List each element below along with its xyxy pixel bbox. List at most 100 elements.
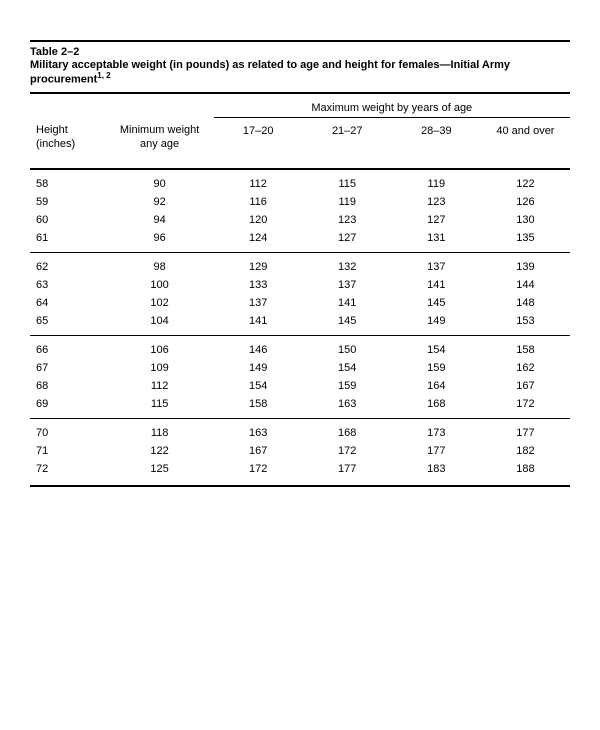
cell-age-17-20: 124 (214, 229, 303, 253)
cell-age-28-39: 173 (392, 418, 481, 442)
cell-min-weight: 96 (106, 229, 214, 253)
cell-age-21-27: 127 (303, 229, 392, 253)
cell-min-weight: 94 (106, 211, 214, 229)
cell-height: 71 (30, 442, 106, 460)
table-container: Table 2–2 Military acceptable weight (in… (30, 40, 570, 487)
cell-age-17-20: 167 (214, 442, 303, 460)
cell-age-40-over: 167 (481, 377, 570, 395)
cell-height: 61 (30, 229, 106, 253)
cell-age-17-20: 141 (214, 312, 303, 336)
table-row: 66106146150154158 (30, 335, 570, 359)
header-blank (30, 93, 214, 118)
table-row: 68112154159164167 (30, 377, 570, 395)
cell-age-17-20: 116 (214, 193, 303, 211)
cell-age-17-20: 112 (214, 169, 303, 193)
weight-table: Maximum weight by years of age Height (i… (30, 92, 570, 483)
cell-age-17-20: 133 (214, 276, 303, 294)
table-row: 72125172177183188 (30, 460, 570, 483)
table-label: Table 2–2 (30, 46, 570, 58)
cell-age-21-27: 168 (303, 418, 392, 442)
cell-age-17-20: 172 (214, 460, 303, 483)
table-title-sup: 1, 2 (97, 71, 110, 80)
cell-height: 63 (30, 276, 106, 294)
cell-age-21-27: 172 (303, 442, 392, 460)
table-row: 65104141145149153 (30, 312, 570, 336)
table-row: 71122167172177182 (30, 442, 570, 460)
cell-min-weight: 112 (106, 377, 214, 395)
col-age-21-27: 21–27 (303, 117, 392, 169)
cell-age-21-27: 145 (303, 312, 392, 336)
table-row: 70118163168173177 (30, 418, 570, 442)
cell-min-weight: 118 (106, 418, 214, 442)
header-span-max-weight: Maximum weight by years of age (214, 93, 570, 118)
cell-age-40-over: 153 (481, 312, 570, 336)
cell-age-40-over: 144 (481, 276, 570, 294)
cell-age-21-27: 141 (303, 294, 392, 312)
table-row: 6298129132137139 (30, 252, 570, 276)
cell-min-weight: 100 (106, 276, 214, 294)
table-row: 6094120123127130 (30, 211, 570, 229)
cell-age-28-39: 168 (392, 395, 481, 419)
cell-age-28-39: 183 (392, 460, 481, 483)
table-row: 69115158163168172 (30, 395, 570, 419)
cell-age-28-39: 127 (392, 211, 481, 229)
cell-min-weight: 92 (106, 193, 214, 211)
table-row: 67109149154159162 (30, 359, 570, 377)
cell-age-40-over: 188 (481, 460, 570, 483)
cell-age-40-over: 135 (481, 229, 570, 253)
cell-age-21-27: 154 (303, 359, 392, 377)
cell-age-21-27: 177 (303, 460, 392, 483)
table-row: 6196124127131135 (30, 229, 570, 253)
cell-age-28-39: 141 (392, 276, 481, 294)
cell-age-17-20: 163 (214, 418, 303, 442)
cell-age-28-39: 177 (392, 442, 481, 460)
cell-height: 59 (30, 193, 106, 211)
cell-age-21-27: 163 (303, 395, 392, 419)
cell-min-weight: 122 (106, 442, 214, 460)
cell-age-17-20: 120 (214, 211, 303, 229)
cell-height: 62 (30, 252, 106, 276)
table-body: 5890112115119122599211611912312660941201… (30, 169, 570, 483)
cell-height: 66 (30, 335, 106, 359)
col-age-17-20: 17–20 (214, 117, 303, 169)
cell-age-21-27: 159 (303, 377, 392, 395)
cell-height: 72 (30, 460, 106, 483)
table-row: 5992116119123126 (30, 193, 570, 211)
cell-age-40-over: 158 (481, 335, 570, 359)
cell-age-17-20: 149 (214, 359, 303, 377)
col-age-28-39: 28–39 (392, 117, 481, 169)
cell-age-17-20: 137 (214, 294, 303, 312)
cell-age-28-39: 119 (392, 169, 481, 193)
cell-age-40-over: 172 (481, 395, 570, 419)
bottom-rule (30, 485, 570, 487)
cell-height: 58 (30, 169, 106, 193)
cell-age-28-39: 137 (392, 252, 481, 276)
cell-min-weight: 98 (106, 252, 214, 276)
cell-age-21-27: 150 (303, 335, 392, 359)
cell-height: 64 (30, 294, 106, 312)
col-min-weight: Minimum weight any age (106, 117, 214, 169)
cell-age-17-20: 154 (214, 377, 303, 395)
table-row: 63100133137141144 (30, 276, 570, 294)
cell-age-21-27: 119 (303, 193, 392, 211)
cell-min-weight: 102 (106, 294, 214, 312)
cell-min-weight: 109 (106, 359, 214, 377)
cell-age-21-27: 132 (303, 252, 392, 276)
cell-age-40-over: 122 (481, 169, 570, 193)
col-age-40-over: 40 and over (481, 117, 570, 169)
cell-age-40-over: 130 (481, 211, 570, 229)
cell-age-17-20: 146 (214, 335, 303, 359)
cell-age-40-over: 177 (481, 418, 570, 442)
cell-height: 67 (30, 359, 106, 377)
cell-height: 70 (30, 418, 106, 442)
cell-age-28-39: 164 (392, 377, 481, 395)
cell-height: 68 (30, 377, 106, 395)
cell-age-40-over: 139 (481, 252, 570, 276)
top-rule (30, 40, 570, 42)
cell-age-21-27: 115 (303, 169, 392, 193)
cell-min-weight: 90 (106, 169, 214, 193)
col-height: Height (inches) (30, 117, 106, 169)
cell-age-17-20: 158 (214, 395, 303, 419)
cell-age-28-39: 154 (392, 335, 481, 359)
cell-min-weight: 106 (106, 335, 214, 359)
